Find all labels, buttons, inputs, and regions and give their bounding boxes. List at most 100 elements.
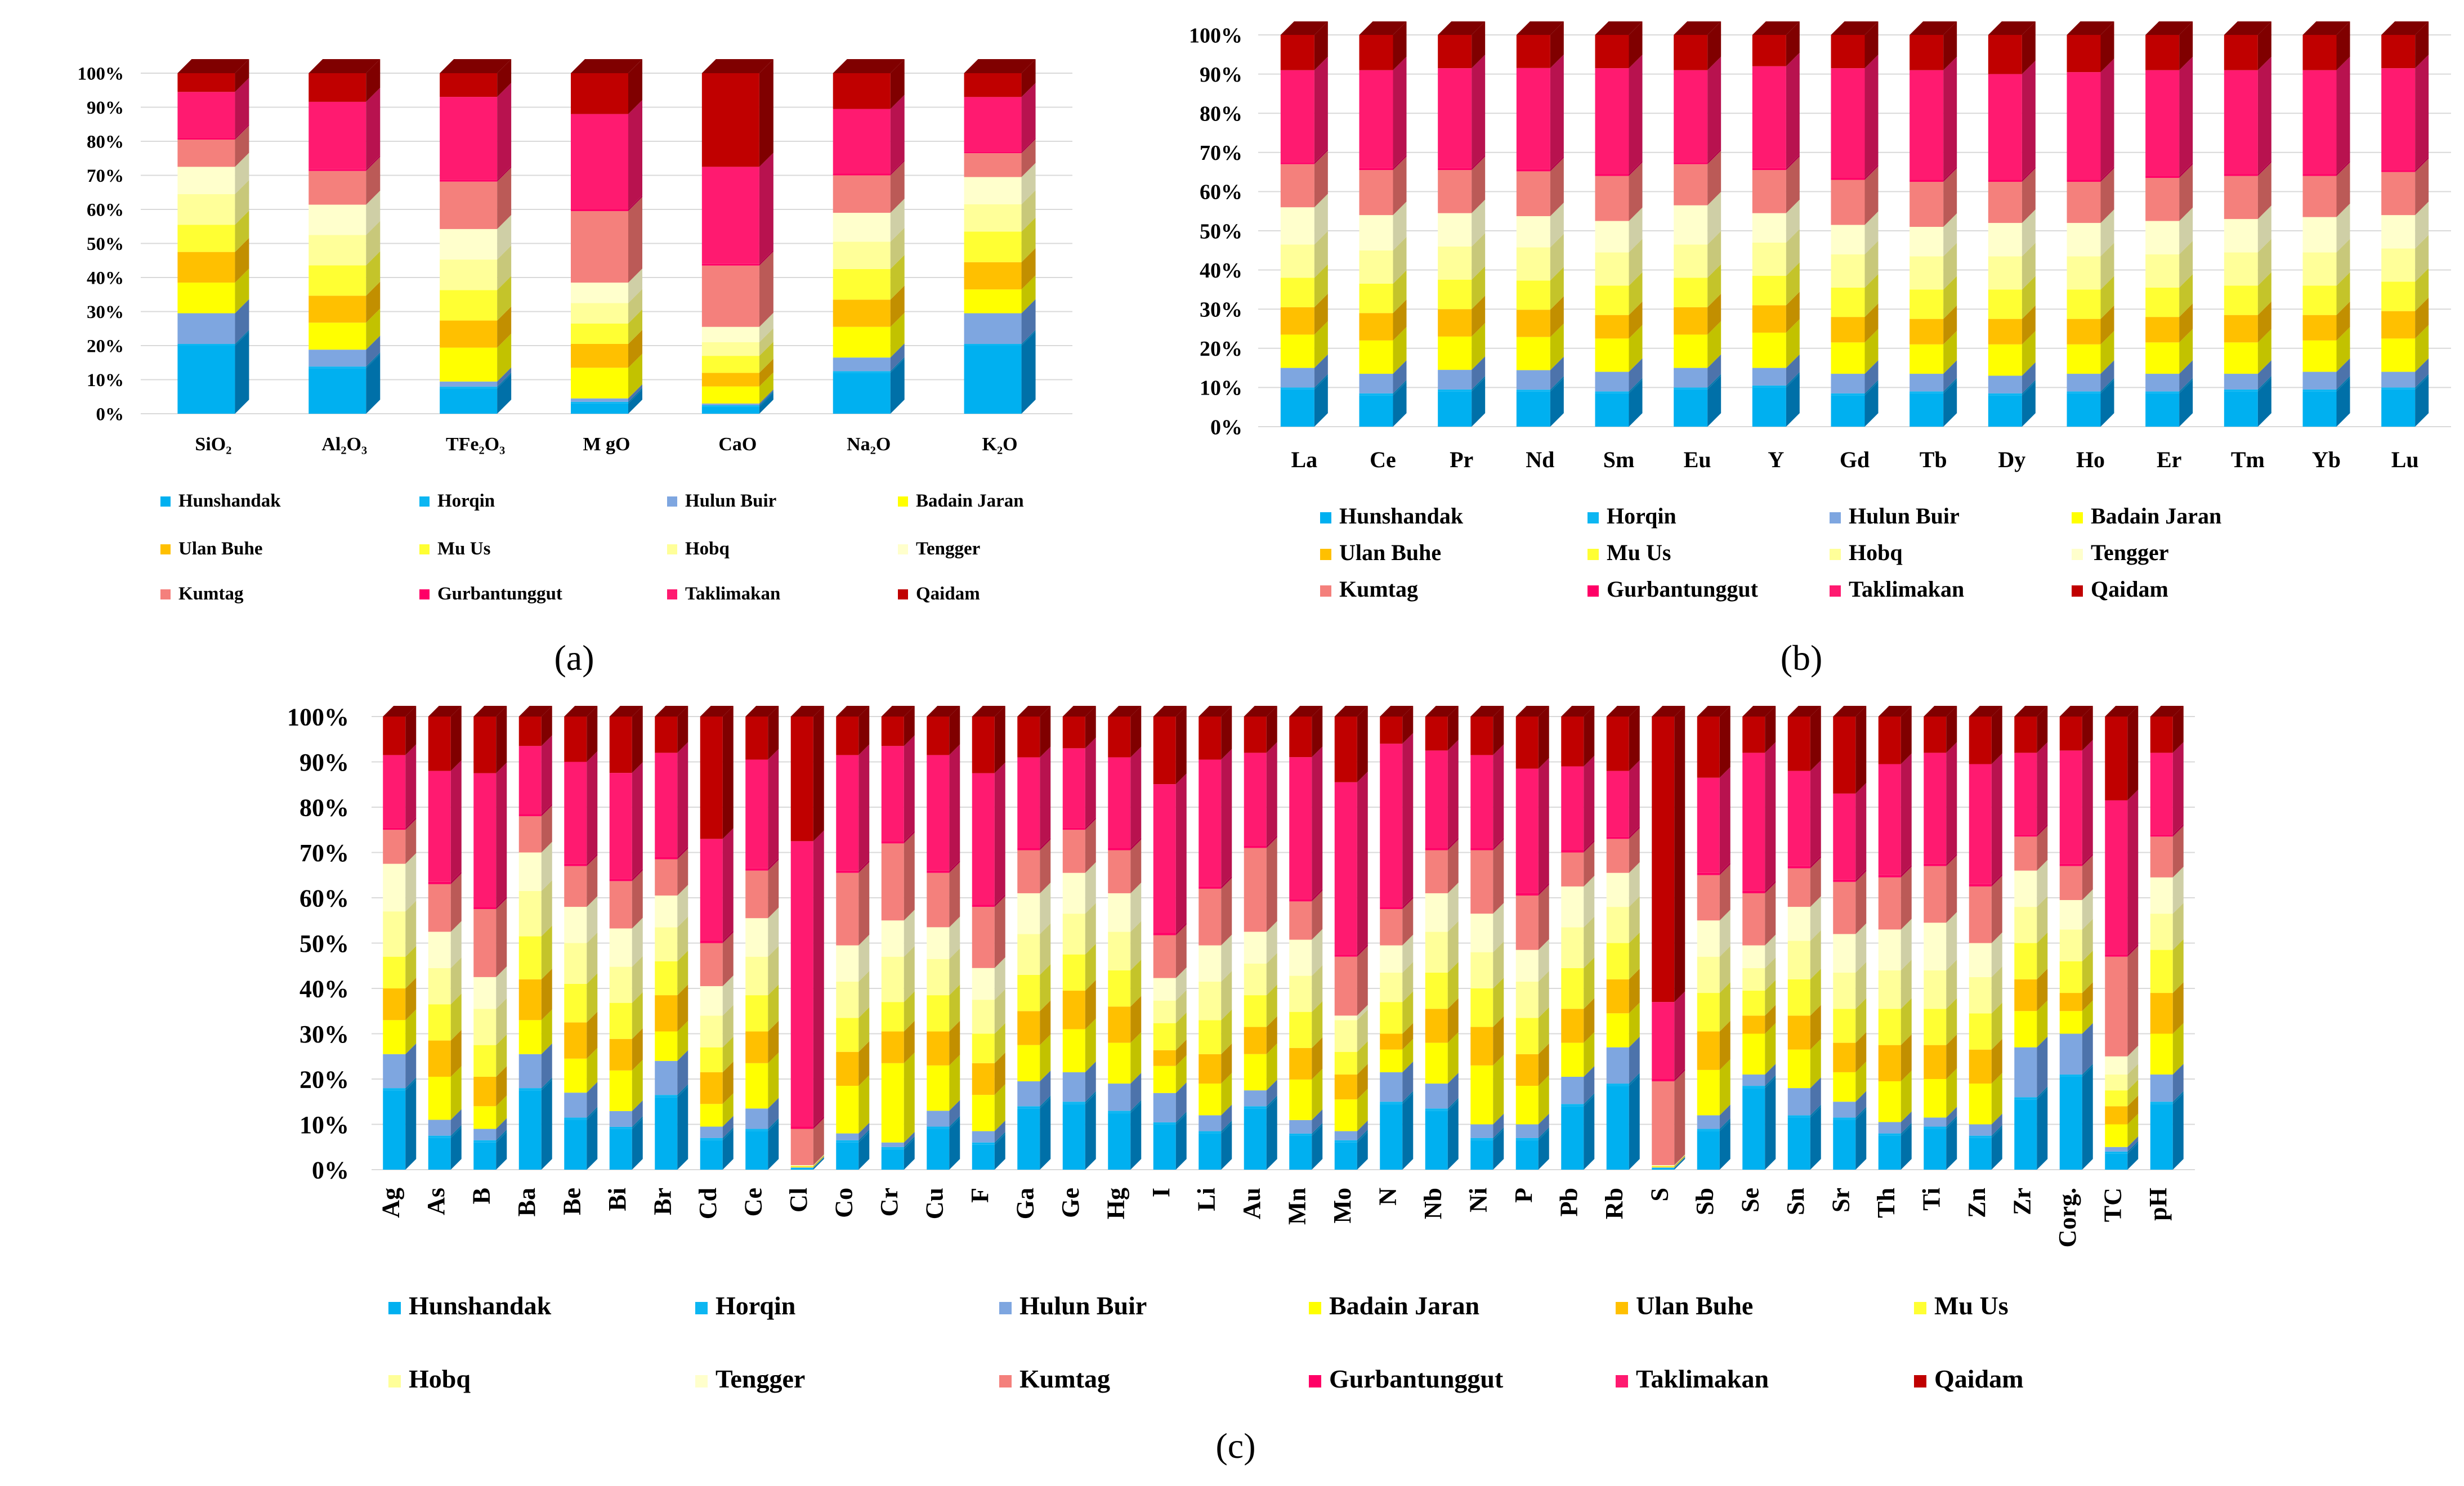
bar-segment-ge-mu-us [1062, 954, 1085, 991]
bar-segment-th-badain-jaran-side [1900, 1071, 1912, 1122]
bar-segment-n-ulan-buhe-side [1402, 1023, 1414, 1050]
bar-top-cap [1833, 706, 1867, 717]
bar-segment-ti-gurbantunggut-side [1946, 853, 1957, 866]
bar-segment-ce-kumtag [1359, 170, 1393, 216]
bar-segment-cu-taklimakan [927, 755, 950, 871]
bar-segment-ba-taklimakan-side [541, 735, 552, 814]
bar-segment-ge-badain-jaran-side [1085, 1018, 1096, 1072]
bar-segment-ag-kumtag [383, 830, 406, 864]
bar-segment-be-kumtag-side [587, 855, 598, 907]
bar-segment-li-gurbantunggut-side [1221, 875, 1232, 889]
bar-nb [1425, 706, 1459, 1170]
bar-segment-sio-hobq-side [235, 180, 249, 225]
bar-segment-ce-horqin-side [768, 1118, 779, 1131]
bar-segment-ni-tengger [1470, 914, 1493, 952]
bar-segment-cl-mu-us-side [813, 1155, 824, 1167]
bar-segment-pb-tengger-side [1584, 875, 1595, 928]
bar-li [1199, 706, 1232, 1170]
y-tick-label: 40% [87, 268, 124, 289]
bar-segment-zn-hulun-buir-side [1991, 1113, 2002, 1136]
bar-segment-bi-tengger-side [632, 917, 643, 967]
bar-segment-i-hulun-buir-side [1175, 1082, 1187, 1122]
bar-segment-s-hulun-buir [1652, 1167, 1675, 1168]
x-tick-label-se: Se [1736, 1188, 1764, 1212]
bar-segment-ce-gurbantunggut-side [1393, 154, 1407, 171]
bar-segment-lu-taklimakan [2381, 68, 2416, 171]
bar-segment-f-gurbantunggut [972, 905, 995, 907]
bar-segment-mo-kumtag [1334, 956, 1357, 1016]
bar-segment-f-horqin [972, 1142, 995, 1145]
bar-segment-cd-hulun-buir [700, 1126, 723, 1138]
bar-segment-au-badain-jaran-side [1266, 1043, 1277, 1091]
bar-segment-m-go-kumtag [571, 211, 628, 283]
bar-segment-hg-badain-jaran-side [1130, 1032, 1142, 1084]
bar-top-cap [1425, 706, 1459, 717]
bar-segment-corg-hunshandak-side [2082, 1066, 2093, 1170]
bar-segment-y-gurbantunggut [1752, 168, 1786, 171]
bar-segment-cl-qaidam-side [813, 706, 824, 842]
bar-segment-p-horqin [1515, 1138, 1539, 1140]
bar-segment-sm-mu-us-side [1629, 272, 1643, 315]
bar-segment-ce-badain-jaran-side [768, 1052, 779, 1109]
y-tick-label: 50% [87, 234, 124, 254]
bar-segment-al-o-tengger [308, 204, 366, 235]
bar-segment-k-o-taklimakan-side [1021, 83, 1036, 152]
bar-segment-dy-tengger [1988, 223, 2022, 257]
bar-segment-eu-hobq-side [1707, 231, 1721, 278]
bar-segment-ge-kumtag-side [1085, 819, 1096, 873]
bar-segment-corg-kumtag [2059, 866, 2082, 901]
bar-tfe-o [440, 59, 512, 414]
x-tick-label-ba: Ba [513, 1188, 540, 1216]
bar-segment-dy-hulun-buir [1988, 375, 2022, 393]
bar-segment-corg-tengger-side [2082, 889, 2093, 930]
bar-segment-se-gurbantunggut-side [1765, 880, 1776, 893]
bar-segment-mo-qaidam [1334, 717, 1357, 782]
bar-segment-tm-tengger-side [2257, 205, 2271, 253]
bar-segment-la-horqin-side [1314, 374, 1328, 390]
bar-segment-sb-hunshandak [1697, 1131, 1720, 1170]
bar-segment-ag-hulun-buir [383, 1054, 406, 1089]
bar-top-cap [964, 59, 1036, 73]
bar-segment-br-horqin [655, 1095, 678, 1098]
bar-segment-ga-tengger [1017, 893, 1040, 934]
bar-segment-sn-taklimakan [1787, 771, 1810, 866]
bar-segment-co-ulan-buhe-side [858, 1041, 870, 1086]
panel-label: (a) [554, 638, 594, 678]
bar-segment-la-ulan-buhe [1280, 307, 1314, 335]
bar-segment-cl-qaidam [790, 717, 813, 842]
bar-segment-ag-taklimakan [383, 755, 406, 828]
bar-segment-cd-tengger [700, 986, 723, 1016]
bar-segment-be-gurbantunggut-side [587, 853, 598, 866]
bar-segment-gd-hunshandak [1831, 395, 1865, 427]
bar-segment-nb-ulan-buhe-side [1447, 998, 1459, 1043]
bar-segment-b-horqin-side [496, 1129, 507, 1143]
bar-segment-sn-tengger [1787, 907, 1810, 941]
bar-segment-i-horqin-side [1175, 1111, 1187, 1125]
bar-segment-hg-horqin [1108, 1111, 1131, 1113]
bar-segment-sb-badain-jaran [1697, 1069, 1720, 1116]
bar-segment-pr-kumtag [1438, 170, 1472, 213]
bar-segment-nb-gurbantunggut-side [1447, 837, 1459, 851]
bar-segment-na-o-qaidam [833, 73, 891, 109]
bar-segment-ag-badain-jaran-side [405, 1009, 417, 1054]
bar-segment-yb-hunshandak-side [2336, 378, 2350, 427]
bar-segment-tc-hulun-buir [2105, 1147, 2128, 1152]
bar-segment-bi-badain-jaran [609, 1070, 632, 1111]
bar-segment-ag-tengger-side [405, 853, 417, 912]
bar-segment-ba-mu-us [518, 936, 542, 979]
bar-segment-cl-hunshandak-side [813, 1157, 824, 1170]
bar-segment-tm-hobq-side [2257, 239, 2271, 286]
bar-segment-b-kumtag [473, 909, 497, 977]
bar-segment-y-hobq-side [1786, 229, 1800, 276]
bar-segment-p-badain-jaran-side [1538, 1075, 1549, 1125]
bar-segment-ti-badain-jaran [1924, 1079, 1947, 1118]
bar-segment-rb-taklimakan [1606, 771, 1629, 837]
bar-segment-ti-ulan-buhe-side [1946, 1034, 1957, 1079]
bar-top-cap [1988, 21, 2036, 35]
bar-segment-zr-badain-jaran-side [2037, 1000, 2048, 1048]
bar-segment-cd-gurbantunggut [700, 941, 723, 943]
bar-segment-hg-gurbantunggut-side [1130, 837, 1142, 851]
bar-segment-nb-mu-us [1425, 972, 1448, 1009]
bar-segment-nd-qaidam [1516, 35, 1550, 68]
bar-segment-k-o-tengger [964, 177, 1022, 204]
